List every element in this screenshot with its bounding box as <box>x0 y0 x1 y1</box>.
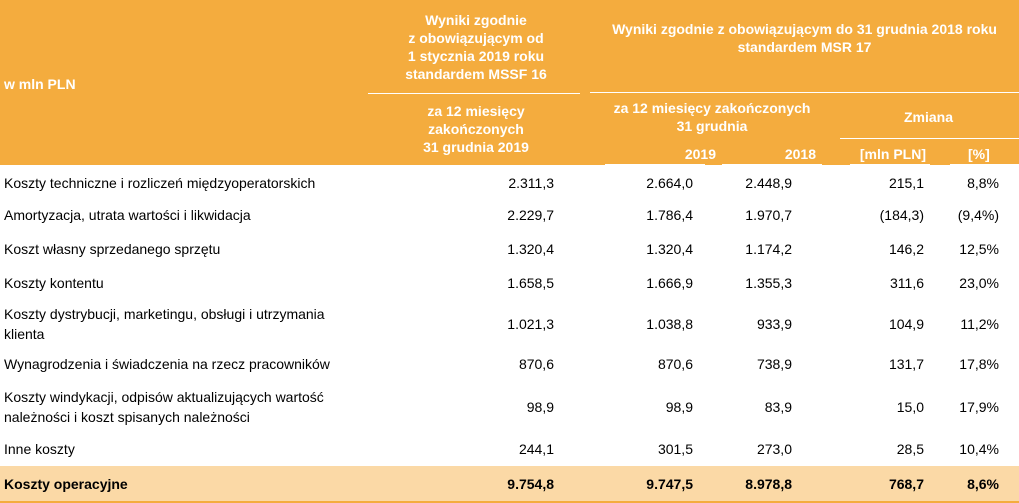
col-2018-underline <box>722 164 822 165</box>
cell-pct: 23,0% <box>959 275 999 291</box>
row-label: Koszty techniczne i rozliczeń międzyoper… <box>4 175 316 191</box>
col-mln: [mln PLN] <box>859 146 926 162</box>
change-label: Zmiana <box>903 109 953 125</box>
cell-mssf: 2.229,7 <box>507 207 554 223</box>
total-2018: 8.978,8 <box>745 475 792 492</box>
cell-2018: 933,9 <box>756 316 792 332</box>
row-label: Koszty windykacji, odpisów aktualizujący… <box>4 389 324 425</box>
cell-pct: (9,4%) <box>957 207 999 223</box>
mssf-title: Wyniki zgodnie z obowiązującym od 1 styc… <box>405 11 547 82</box>
cell-2019: 98,9 <box>665 399 693 415</box>
cell-2019: 2.664,0 <box>646 175 693 191</box>
cell-2018: 83,9 <box>764 399 792 415</box>
cell-change: 146,2 <box>888 241 924 257</box>
cell-mssf: 244,1 <box>518 441 554 457</box>
cell-2018: 1.174,2 <box>745 241 792 257</box>
table-row: Koszty kontentu 1.658,5 1.666,9 1.355,3 … <box>0 268 1019 298</box>
total-mssf: 9.754,8 <box>507 475 554 492</box>
cell-pct: 17,8% <box>959 356 999 372</box>
row-label: Koszty dystrybucji, marketingu, obsługi … <box>4 306 325 342</box>
cell-2018: 1.970,7 <box>745 207 792 223</box>
cell-mssf: 870,6 <box>518 356 554 372</box>
total-row: Koszty operacyjne 9.754,8 9.747,5 8.978,… <box>0 466 1019 501</box>
cell-2018: 2.448,9 <box>745 175 792 191</box>
cell-pct: 11,2% <box>960 316 999 332</box>
total-change: 768,7 <box>888 475 924 492</box>
msr-divider <box>590 92 1019 93</box>
cell-change: (184,3) <box>879 207 924 223</box>
cell-pct: 12,5% <box>959 241 999 257</box>
cell-2018: 273,0 <box>756 441 792 457</box>
total-pct: 8,6% <box>967 475 999 492</box>
cell-2019: 1.038,8 <box>646 316 693 332</box>
cell-2019: 301,5 <box>657 441 693 457</box>
unit-label: w mln PLN <box>4 76 76 92</box>
row-label: Inne koszty <box>4 441 75 457</box>
table-row: Koszty dystrybucji, marketingu, obsługi … <box>0 302 1019 346</box>
cell-change: 215,1 <box>888 175 924 191</box>
cell-change: 311,6 <box>890 275 924 291</box>
row-label: Koszt własny sprzedanego sprzętu <box>4 241 221 257</box>
cell-change: 28,5 <box>896 441 924 457</box>
table-row: Wynagrodzenia i świadczenia na rzecz pra… <box>0 349 1019 379</box>
cell-2018: 738,9 <box>756 356 792 372</box>
cell-2019: 1.320,4 <box>646 241 693 257</box>
col-pct-underline <box>950 164 1019 165</box>
col-mln-underline <box>850 164 930 165</box>
col-pct: [%] <box>968 146 990 162</box>
msr-period: za 12 miesięcy zakończonych 31 grudnia <box>613 100 811 134</box>
cell-2019: 1.666,9 <box>646 275 693 291</box>
cell-pct: 10,4% <box>959 441 999 457</box>
cell-2019: 1.786,4 <box>646 207 693 223</box>
mssf-divider <box>368 93 580 94</box>
col-2019-underline <box>605 164 705 165</box>
row-label: Koszty kontentu <box>4 275 104 291</box>
table-row: Koszty windykacji, odpisów aktualizujący… <box>0 384 1019 430</box>
cell-mssf: 98,9 <box>526 399 554 415</box>
cell-change: 104,9 <box>888 316 924 332</box>
bottom-rule <box>0 501 1019 503</box>
change-underline <box>840 138 1019 139</box>
cell-mssf: 1.658,5 <box>507 275 554 291</box>
table-header: w mln PLN Wyniki zgodnie z obowiązującym… <box>0 0 1019 165</box>
row-label: Wynagrodzenia i świadczenia na rzecz pra… <box>4 356 330 372</box>
table-row: Koszty techniczne i rozliczeń międzyoper… <box>0 168 1019 198</box>
table-row: Koszt własny sprzedanego sprzętu 1.320,4… <box>0 234 1019 264</box>
cell-2019: 870,6 <box>657 356 693 372</box>
cell-mssf: 1.021,3 <box>507 316 554 332</box>
table-row: Amortyzacja, utrata wartości i likwidacj… <box>0 200 1019 230</box>
cell-2018: 1.355,3 <box>745 275 792 291</box>
table-row: Inne koszty 244,1 301,5 273,0 28,5 10,4% <box>0 434 1019 464</box>
msr-title: Wyniki zgodnie z obowiązującym do 31 gru… <box>612 21 997 55</box>
cell-change: 131,7 <box>888 356 924 372</box>
cell-pct: 8,8% <box>967 175 999 191</box>
cell-change: 15,0 <box>896 399 924 415</box>
col-2018: 2018 <box>784 146 816 162</box>
row-label: Amortyzacja, utrata wartości i likwidacj… <box>4 207 251 223</box>
cell-mssf: 1.320,4 <box>507 241 554 257</box>
total-label: Koszty operacyjne <box>4 475 128 492</box>
mssf-period: za 12 miesięcy zakończonych 31 grudnia 2… <box>423 103 529 155</box>
col-2019: 2019 <box>684 146 716 162</box>
cell-pct: 17,9% <box>959 399 999 415</box>
total-2019: 9.747,5 <box>646 475 693 492</box>
cell-mssf: 2.311,3 <box>508 175 554 191</box>
